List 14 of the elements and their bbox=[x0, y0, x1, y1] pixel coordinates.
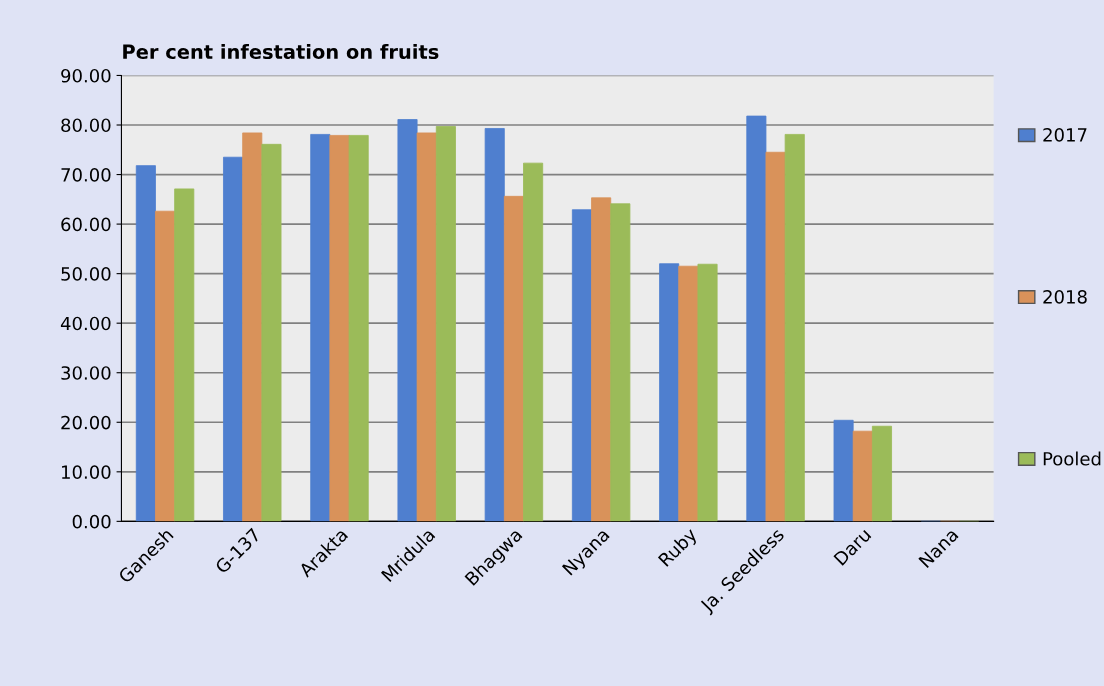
y-tick-label: 90.00 bbox=[61, 68, 111, 83]
y-tick-label: 50.00 bbox=[61, 267, 111, 281]
y-tick-label: 30.00 bbox=[61, 366, 111, 380]
y-tick-label: 0.00 bbox=[72, 514, 111, 529]
y-tick-label: 80.00 bbox=[61, 118, 111, 133]
y-tick-label: 60.00 bbox=[61, 217, 111, 232]
y-tick-label: 40.00 bbox=[60, 316, 111, 331]
legend-label: Pooled bbox=[1043, 451, 1101, 466]
y-tick-label: 10.00 bbox=[62, 465, 111, 479]
y-tick-label: 70.00 bbox=[61, 168, 111, 182]
legend-label: 2017 bbox=[1043, 128, 1087, 142]
chart-title: Per cent infestation on fruits bbox=[123, 44, 439, 60]
y-tick-label: 20.00 bbox=[61, 415, 111, 430]
legend-label: 2018 bbox=[1043, 289, 1087, 304]
